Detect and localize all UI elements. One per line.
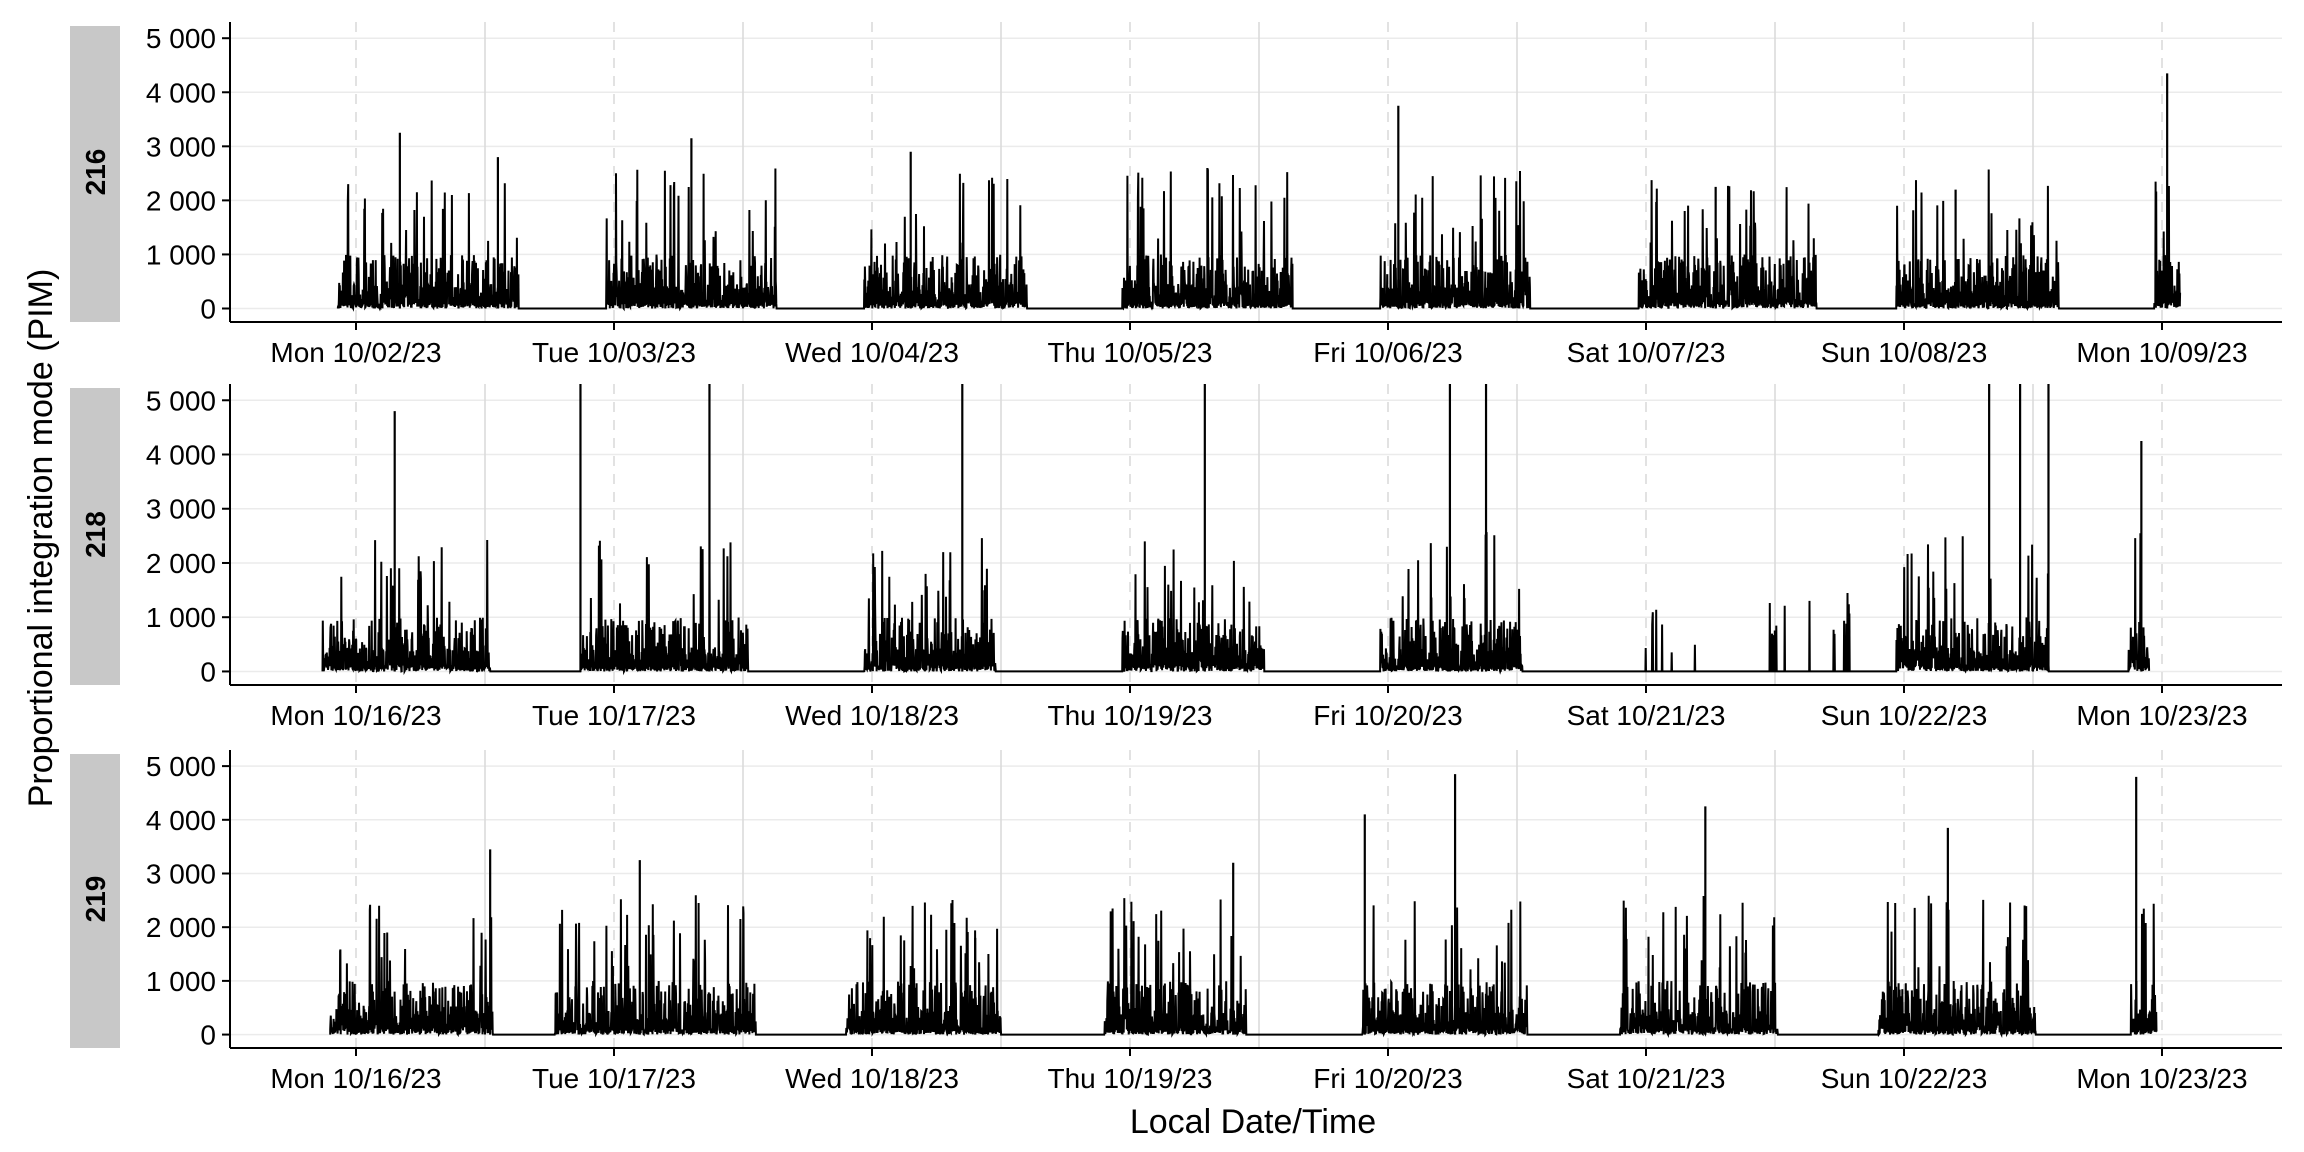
x-tick-label: Fri 10/20/23 — [1313, 700, 1462, 731]
panel-216: 216 0 1 000 2 000 3 000 4 000 5 000 Mon 10/02/2… — [70, 22, 2282, 368]
facet-strip — [70, 754, 120, 1048]
pim-trace — [329, 895, 2158, 1038]
x-axis-title: Local Date/Time — [1130, 1103, 1376, 1141]
x-tick-label: Tue 10/17/23 — [532, 700, 696, 731]
x-tick-label: Sun 10/22/23 — [1821, 700, 1988, 731]
facet-strip — [70, 388, 120, 685]
y-tick-label: 0 — [200, 1020, 216, 1051]
x-tick-label: Mon 10/02/23 — [270, 337, 441, 368]
x-tick-label: Wed 10/04/23 — [785, 337, 959, 368]
pim-trace — [321, 532, 2151, 676]
x-tick-label: Sat 10/21/23 — [1567, 700, 1726, 731]
facet-strip-label: 219 — [80, 876, 111, 923]
y-tick-label: 0 — [200, 293, 216, 324]
x-tick-label: Mon 10/23/23 — [2076, 700, 2247, 731]
y-tick-label: 1 000 — [146, 966, 216, 997]
x-tick-label: Thu 10/19/23 — [1047, 1063, 1212, 1094]
y-tick-label: 3 000 — [146, 858, 216, 889]
x-tick-label: Wed 10/18/23 — [785, 1063, 959, 1094]
x-tick-label: Fri 10/06/23 — [1313, 337, 1462, 368]
panels: 216 0 1 000 2 000 3 000 4 000 5 000 Mon 10/02/2… — [70, 22, 2282, 1094]
y-tick-label: 5 000 — [146, 23, 216, 54]
panel-218: 218 0 1 000 2 000 3 000 4 000 5 000 Mon 10/16/2… — [70, 384, 2282, 731]
x-tick-label: Mon 10/23/23 — [2076, 1063, 2247, 1094]
x-tick-label: Thu 10/19/23 — [1047, 700, 1212, 731]
y-tick-label: 2 000 — [146, 912, 216, 943]
y-axis-title: Proportional integration mode (PIM) — [22, 269, 60, 808]
x-tick-label: Sat 10/21/23 — [1567, 1063, 1726, 1094]
x-tick-label: Tue 10/03/23 — [532, 337, 696, 368]
x-tick-label: Sat 10/07/23 — [1567, 337, 1726, 368]
y-tick-label: 0 — [200, 656, 216, 687]
y-tick-label: 2 000 — [146, 185, 216, 216]
panel-219: 219 0 1 000 2 000 3 000 4 000 5 000 Mon 10/16/2… — [70, 750, 2282, 1094]
x-tick-label: Tue 10/17/23 — [532, 1063, 696, 1094]
y-tick-label: 3 000 — [146, 494, 216, 525]
y-tick-label: 1 000 — [146, 239, 216, 270]
y-tick-label: 4 000 — [146, 77, 216, 108]
facet-strip — [70, 26, 120, 322]
x-tick-label: Sun 10/22/23 — [1821, 1063, 1988, 1094]
pim-trace — [336, 168, 2182, 312]
x-tick-label: Mon 10/16/23 — [270, 1063, 441, 1094]
y-tick-label: 2 000 — [146, 548, 216, 579]
y-tick-label: 1 000 — [146, 602, 216, 633]
x-tick-label: Mon 10/16/23 — [270, 700, 441, 731]
facet-strip-label: 216 — [80, 149, 111, 196]
x-tick-label: Thu 10/05/23 — [1047, 337, 1212, 368]
y-tick-label: 5 000 — [146, 385, 216, 416]
x-tick-label: Sun 10/08/23 — [1821, 337, 1988, 368]
x-tick-label: Mon 10/09/23 — [2076, 337, 2247, 368]
x-tick-label: Wed 10/18/23 — [785, 700, 959, 731]
y-tick-label: 4 000 — [146, 805, 216, 836]
y-tick-label: 3 000 — [146, 131, 216, 162]
facet-strip-label: 218 — [80, 511, 111, 558]
y-tick-label: 5 000 — [146, 751, 216, 782]
x-tick-label: Fri 10/20/23 — [1313, 1063, 1462, 1094]
y-tick-label: 4 000 — [146, 440, 216, 471]
